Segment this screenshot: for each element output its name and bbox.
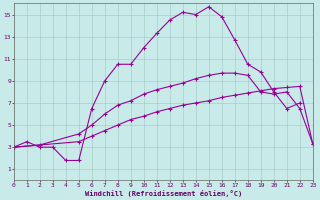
X-axis label: Windchill (Refroidissement éolien,°C): Windchill (Refroidissement éolien,°C) (84, 190, 242, 197)
